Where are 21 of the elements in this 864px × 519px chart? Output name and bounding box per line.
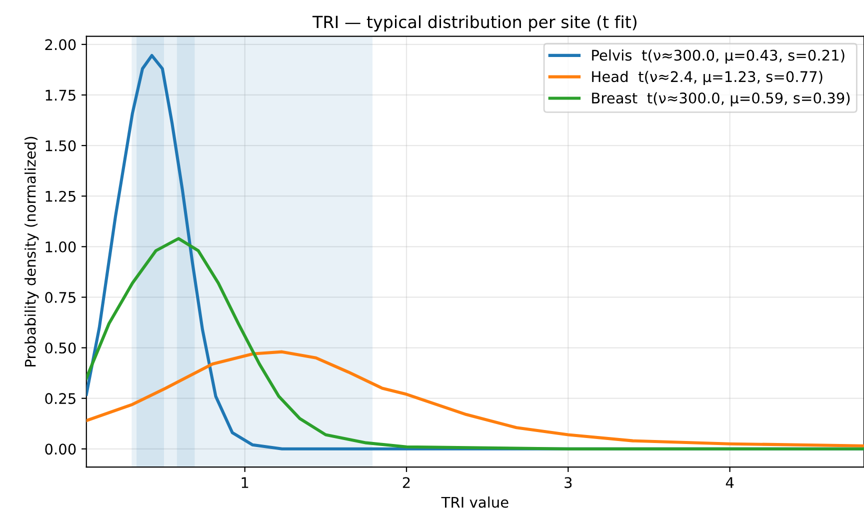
x-tick-label: 2 [402,477,410,488]
line-series [86,237,864,450]
x-tick-label: 3 [564,477,572,488]
legend-label: Breast t(ν≈300.0, μ=0.59, s=0.39) [592,92,850,106]
line-series [86,350,864,448]
y-tick-label: 1.25 [46,190,76,202]
x-tick-label: 4 [726,477,734,488]
y-tick-label: 1.50 [46,140,76,152]
y-tick-label: 1.00 [46,241,76,252]
y-tick-label: 0.75 [45,292,76,303]
legend-label: Pelvis t(ν≈300.0, μ=0.43, s=0.21) [592,49,844,64]
legend-label: Head t(ν≈2.4, μ=1.23, s=0.77) [592,70,822,85]
y-tick-label: 0.50 [45,342,76,354]
x-tick-label: 1 [242,477,248,488]
x-axis-title: TRI value [441,496,508,508]
y-tick-label: 0.00 [45,444,76,455]
y-tick-label: 0.25 [45,393,76,404]
y-axis-title: Probability density (normalized) [24,136,39,366]
y-tick-label: 1.75 [46,90,76,101]
y-tick-label: 2.00 [45,39,76,50]
chart-title: TRI — typical distribution per site (t fit) [312,15,636,32]
